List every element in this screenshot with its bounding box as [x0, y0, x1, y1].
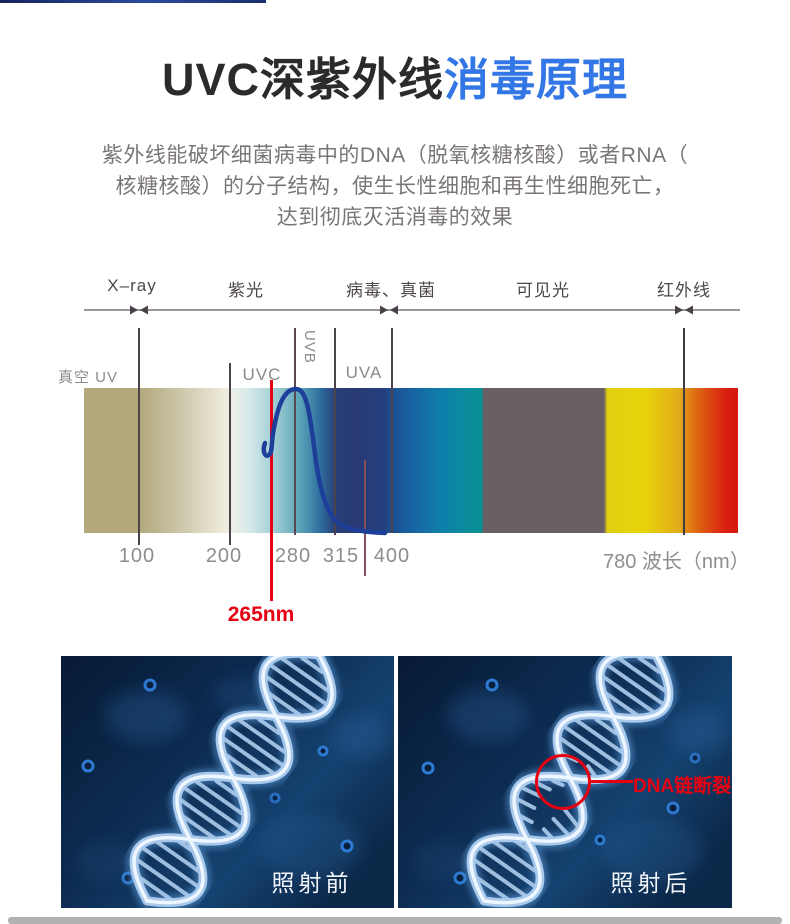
- caption-before: 照射前: [271, 870, 353, 896]
- marker-line-400nm: [391, 328, 393, 533]
- bokeh-glow-patches: [413, 690, 728, 883]
- uv-absorption-curve: [261, 386, 388, 536]
- dna-break-pointer-line: [590, 780, 633, 783]
- bokeh-dots: [81, 678, 354, 885]
- bokeh-glow-patches: [76, 678, 391, 881]
- tick-400: 400: [373, 545, 411, 567]
- dna-helix-illustration: [126, 656, 340, 908]
- bottom-divider-bar: [8, 917, 782, 924]
- range-arrow-icon: [380, 305, 398, 315]
- description-line-2: 核糖核酸）的分子结构，使生长性细胞和再生性细胞死亡，: [115, 175, 675, 198]
- caption-after: 照射后: [610, 870, 692, 896]
- dna-panel-before: [61, 656, 394, 908]
- band-label-uvb: UVB: [301, 330, 318, 364]
- dna-panel-after: [398, 656, 732, 908]
- dna-break-circle: [535, 754, 591, 810]
- band-label-uvc: UVC: [242, 365, 282, 384]
- range-arrow-icon: [130, 305, 148, 315]
- marker-line-780nm: [683, 328, 685, 535]
- marker-line-100nm: [138, 328, 140, 545]
- description-line-1: 紫外线能破坏细菌病毒中的DNA（脱氧核糖核酸）或者RNA（: [101, 144, 689, 167]
- tick-315: 315: [322, 545, 360, 567]
- bokeh-dots: [421, 678, 701, 885]
- spectrum-axis-line: [84, 309, 740, 311]
- axis-unit-label: 780 波长（nm）: [603, 551, 750, 573]
- page-title-highlight: 消毒原理: [444, 54, 629, 105]
- tick-200: 200: [205, 545, 243, 567]
- tick-100: 100: [118, 545, 156, 567]
- tick-280: 280: [274, 545, 312, 567]
- top-divider-bar: [0, 0, 266, 3]
- band-label-uva: UVA: [345, 363, 383, 382]
- region-label-xray: X–ray: [107, 276, 157, 295]
- region-label-violet: 紫光: [228, 281, 264, 300]
- marker-line-visible-start: [364, 460, 366, 576]
- page-title-prefix: UVC深紫外线: [161, 54, 444, 105]
- page-title: UVC深紫外线消毒原理: [162, 54, 628, 106]
- marker-line-200nm: [229, 363, 231, 545]
- peak-265nm-label: 265nm: [227, 603, 295, 626]
- description-line-3: 达到彻底灭活消毒的效果: [276, 206, 514, 229]
- spectrum-band: [84, 388, 738, 533]
- marker-line-265nm: [270, 380, 273, 601]
- region-label-infrared: 红外线: [657, 281, 711, 300]
- band-label-vacuum-uv: 真空 UV: [58, 369, 119, 386]
- marker-line-280nm: [294, 328, 296, 535]
- region-label-virus-fungi: 病毒、真菌: [346, 281, 436, 300]
- range-arrow-icon: [675, 305, 693, 315]
- marker-line-315nm: [334, 328, 336, 535]
- dna-break-label: DNA链断裂: [633, 776, 732, 797]
- region-label-visible: 可见光: [516, 281, 570, 300]
